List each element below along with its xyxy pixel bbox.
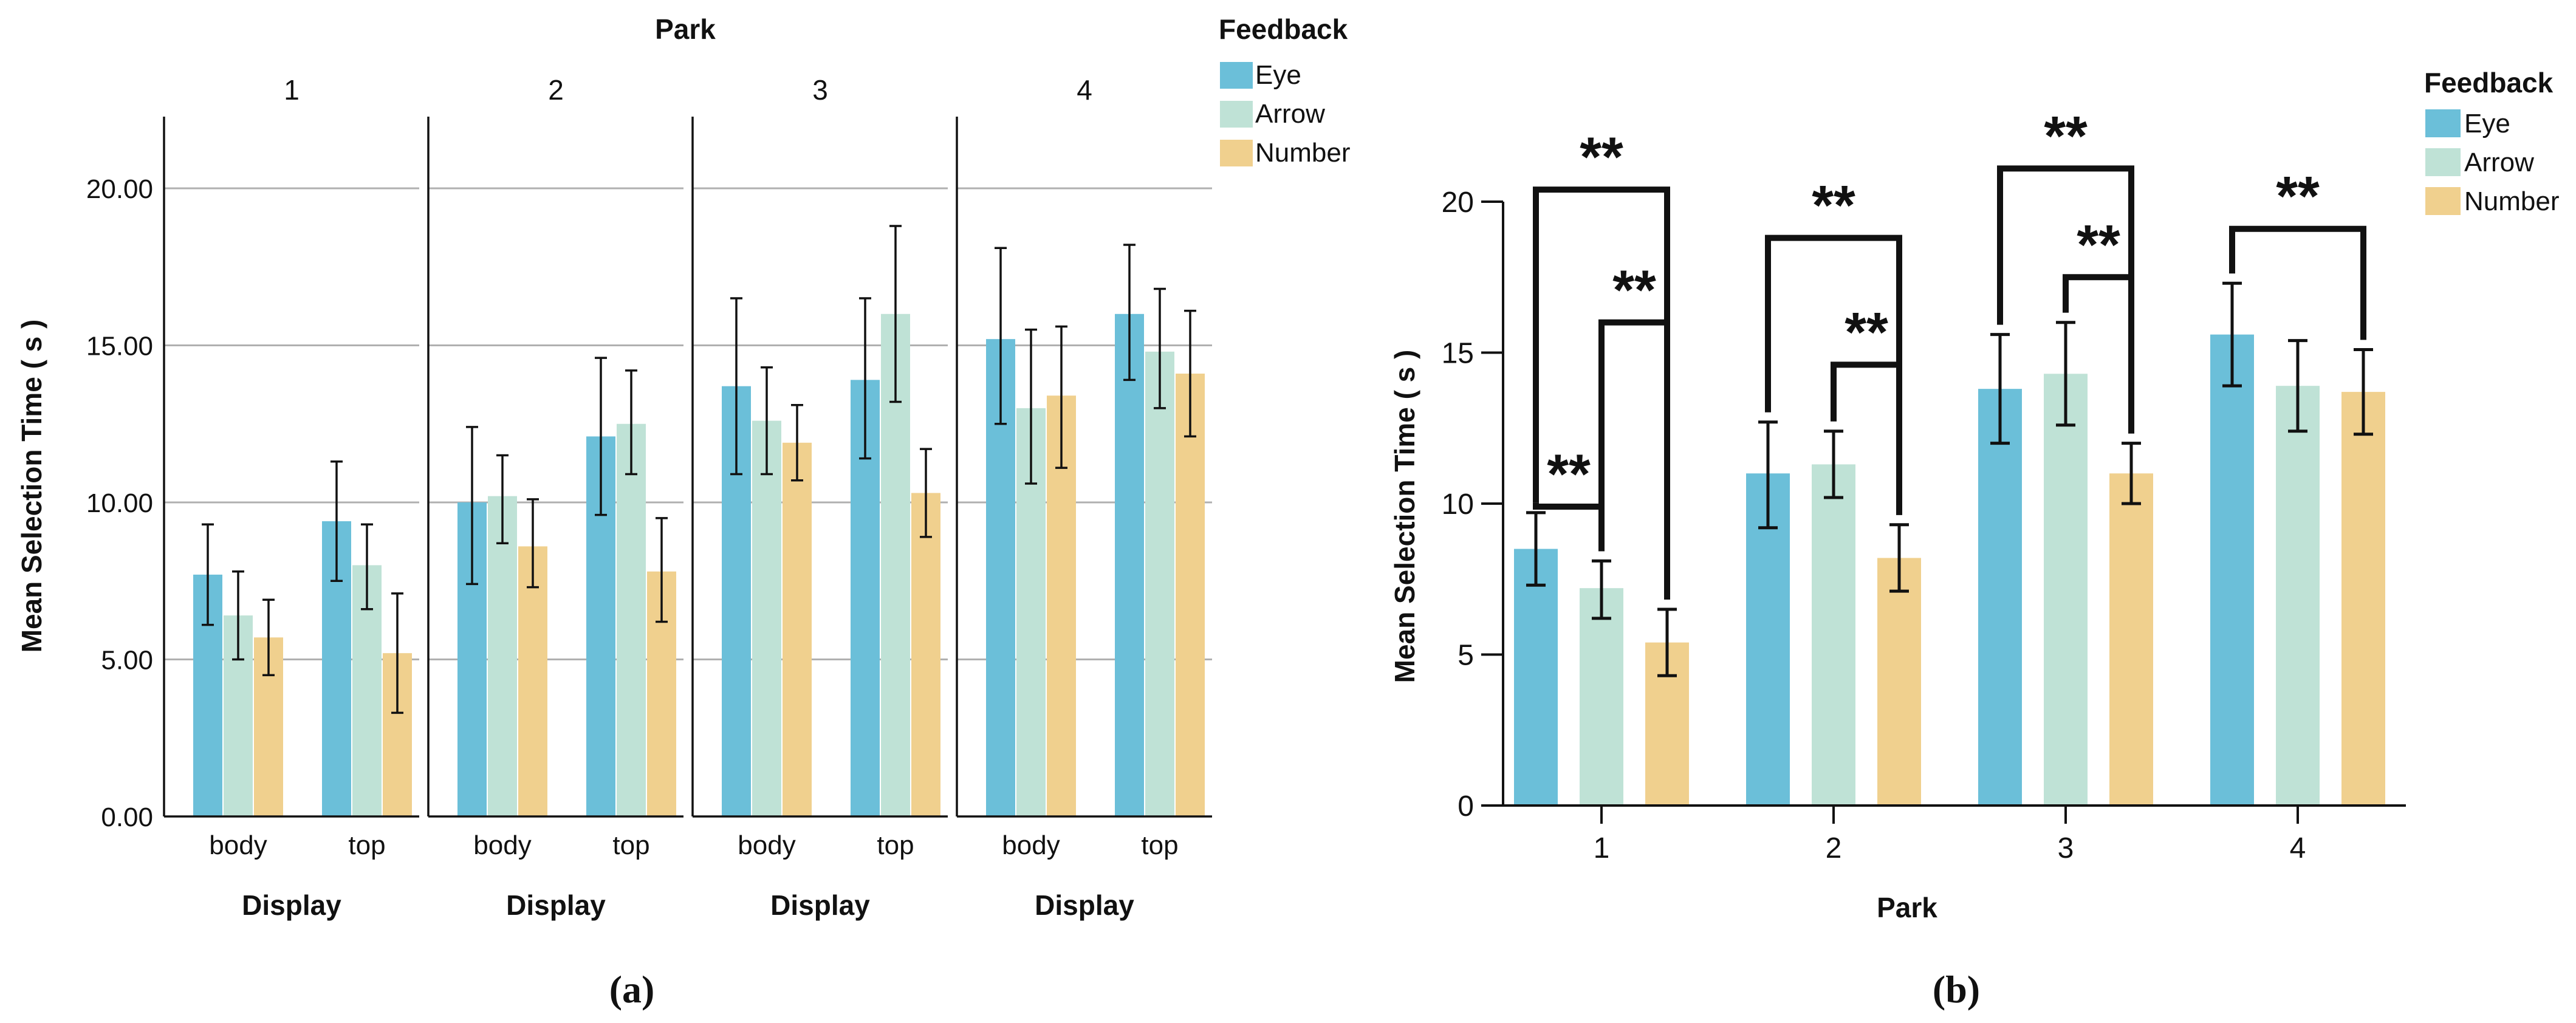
b-ylabel: Mean Selection Time ( s ) — [1389, 350, 1420, 683]
b-significance-label: ** — [2276, 166, 2320, 228]
chart-a: Park Mean Selection Time ( s ) (a) 0.00 5… — [16, 13, 1351, 1011]
b-legend: Feedback Eye Arrow Number — [2424, 67, 2560, 216]
b-legend-label: Eye — [2464, 109, 2510, 139]
a-legend-swatch-eye — [1220, 62, 1253, 89]
b-bar-number — [2109, 473, 2153, 806]
a-legend: Feedback Eye Arrow Number — [1219, 13, 1351, 168]
a-axes — [163, 117, 1212, 818]
b-bar-arrow — [2044, 374, 2088, 806]
a-ylabel: Mean Selection Time ( s ) — [16, 320, 47, 653]
a-xlabel: Display — [242, 889, 341, 921]
a-xlabel: Display — [770, 889, 870, 921]
a-bar-arrow — [488, 496, 517, 816]
a-xlabel: Display — [506, 889, 606, 921]
a-labels: Park Mean Selection Time ( s ) (a) 0.00 5… — [16, 13, 1179, 1011]
b-bar-eye — [1978, 389, 2022, 806]
b-ytick-label: 0 — [1458, 790, 1474, 823]
a-panel-number: 4 — [1077, 74, 1092, 106]
a-panel-number: 1 — [284, 74, 300, 106]
b-significance-brackets: ** ** ** ** ** ** ** ** — [1533, 105, 2366, 600]
b-significance-label: ** — [1580, 126, 1623, 188]
a-title: Park — [655, 13, 716, 45]
b-bar-eye — [2210, 334, 2254, 806]
a-legend-swatch-arrow — [1220, 101, 1253, 128]
a-ytick-label: 15.00 — [86, 332, 153, 361]
b-xtick-label: 2 — [1826, 832, 1842, 864]
b-bar-arrow — [2276, 386, 2320, 806]
b-bar-number — [2341, 392, 2385, 806]
a-category-label: top — [1141, 830, 1178, 860]
b-significance-bracket — [1533, 186, 1670, 600]
a-bar-arrow — [752, 420, 781, 816]
b-significance-label: ** — [1547, 443, 1591, 505]
b-xtick-label: 3 — [2058, 832, 2074, 864]
a-ytick-label: 10.00 — [86, 488, 153, 518]
a-category-label: top — [877, 830, 914, 860]
a-legend-label: Eye — [1255, 60, 1301, 90]
b-significance-label: ** — [1845, 301, 1888, 363]
a-legend-label: Number — [1255, 138, 1351, 168]
a-ytick-label: 0.00 — [101, 802, 153, 832]
b-significance-bracket — [1598, 319, 1670, 600]
b-significance-label: ** — [2077, 214, 2120, 276]
b-legend-swatch-arrow — [2425, 148, 2461, 176]
a-panel-number: 3 — [812, 74, 828, 106]
b-xtick-label: 1 — [1594, 832, 1610, 864]
b-legend-label: Number — [2464, 186, 2560, 216]
a-category-label: top — [348, 830, 385, 860]
b-bar-number — [1877, 558, 1921, 806]
b-significance-label: ** — [1612, 259, 1656, 321]
a-category-label: body — [738, 830, 795, 860]
b-ytick-label: 15 — [1442, 338, 1474, 370]
b-xtick-label: 4 — [2290, 832, 2306, 864]
a-bars — [193, 313, 1205, 816]
b-significance-label: ** — [1812, 175, 1855, 237]
a-category-label: top — [612, 830, 649, 860]
b-labels: Park Mean Selection Time ( s ) (b) 0 5 10 1… — [1389, 186, 2306, 1011]
a-category-label: body — [209, 830, 267, 860]
a-category-label: body — [473, 830, 531, 860]
b-significance-bracket — [1997, 165, 2134, 434]
b-legend-title: Feedback — [2424, 67, 2554, 98]
b-legend-label: Arrow — [2464, 148, 2534, 177]
a-xlabel: Display — [1035, 889, 1134, 921]
a-error-bars — [202, 225, 1196, 714]
a-bar-eye — [1115, 313, 1144, 816]
a-panel-number: 2 — [548, 74, 564, 106]
b-error-bars — [1526, 281, 2373, 677]
a-bar-arrow — [1145, 351, 1174, 816]
a-bar-arrow — [617, 423, 646, 816]
b-ytick-label: 5 — [1458, 640, 1474, 672]
a-bar-number — [783, 442, 812, 816]
a-legend-label: Arrow — [1255, 99, 1325, 129]
b-ytick-label: 20 — [1442, 186, 1474, 219]
a-panel-label: (a) — [609, 968, 655, 1011]
b-significance-bracket — [2229, 225, 2366, 340]
b-bar-arrow — [1812, 464, 1855, 806]
a-category-label: body — [1002, 830, 1060, 860]
b-ytick-label: 10 — [1442, 488, 1474, 521]
b-bar-eye — [1514, 549, 1558, 806]
b-significance-bracket — [1533, 502, 1605, 552]
a-bar-number — [911, 493, 940, 816]
b-legend-swatch-eye — [2425, 109, 2461, 137]
b-bars — [1514, 334, 2385, 806]
b-significance-label: ** — [2044, 105, 2088, 167]
chart-b: ** ** ** ** ** ** ** ** Park Mean Selection Tim… — [1389, 67, 2560, 1011]
b-axes — [1481, 200, 2406, 824]
a-legend-title: Feedback — [1219, 13, 1348, 45]
a-ytick-label: 5.00 — [101, 646, 153, 676]
b-panel-label: (b) — [1933, 968, 1980, 1011]
b-bar-arrow — [1580, 588, 1623, 806]
a-legend-swatch-number — [1220, 140, 1253, 166]
b-legend-swatch-number — [2425, 187, 2461, 215]
a-ytick-label: 20.00 — [86, 174, 153, 204]
a-bar-number — [518, 546, 547, 816]
a-bar-number — [1176, 374, 1205, 816]
b-xlabel: Park — [1877, 892, 1937, 923]
b-significance-bracket — [1765, 234, 1902, 515]
